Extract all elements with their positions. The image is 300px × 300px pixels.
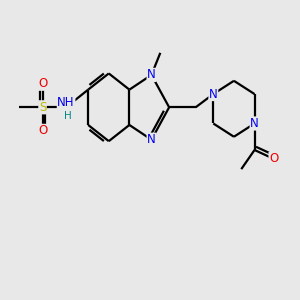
Text: N: N: [209, 88, 218, 100]
Text: NH: NH: [57, 96, 75, 110]
Text: O: O: [38, 124, 47, 137]
Text: S: S: [39, 101, 46, 114]
Text: O: O: [38, 77, 47, 90]
Text: N: N: [147, 68, 156, 81]
Text: O: O: [269, 152, 278, 165]
Text: N: N: [147, 133, 156, 146]
Text: N: N: [250, 117, 259, 130]
Text: H: H: [64, 110, 71, 121]
